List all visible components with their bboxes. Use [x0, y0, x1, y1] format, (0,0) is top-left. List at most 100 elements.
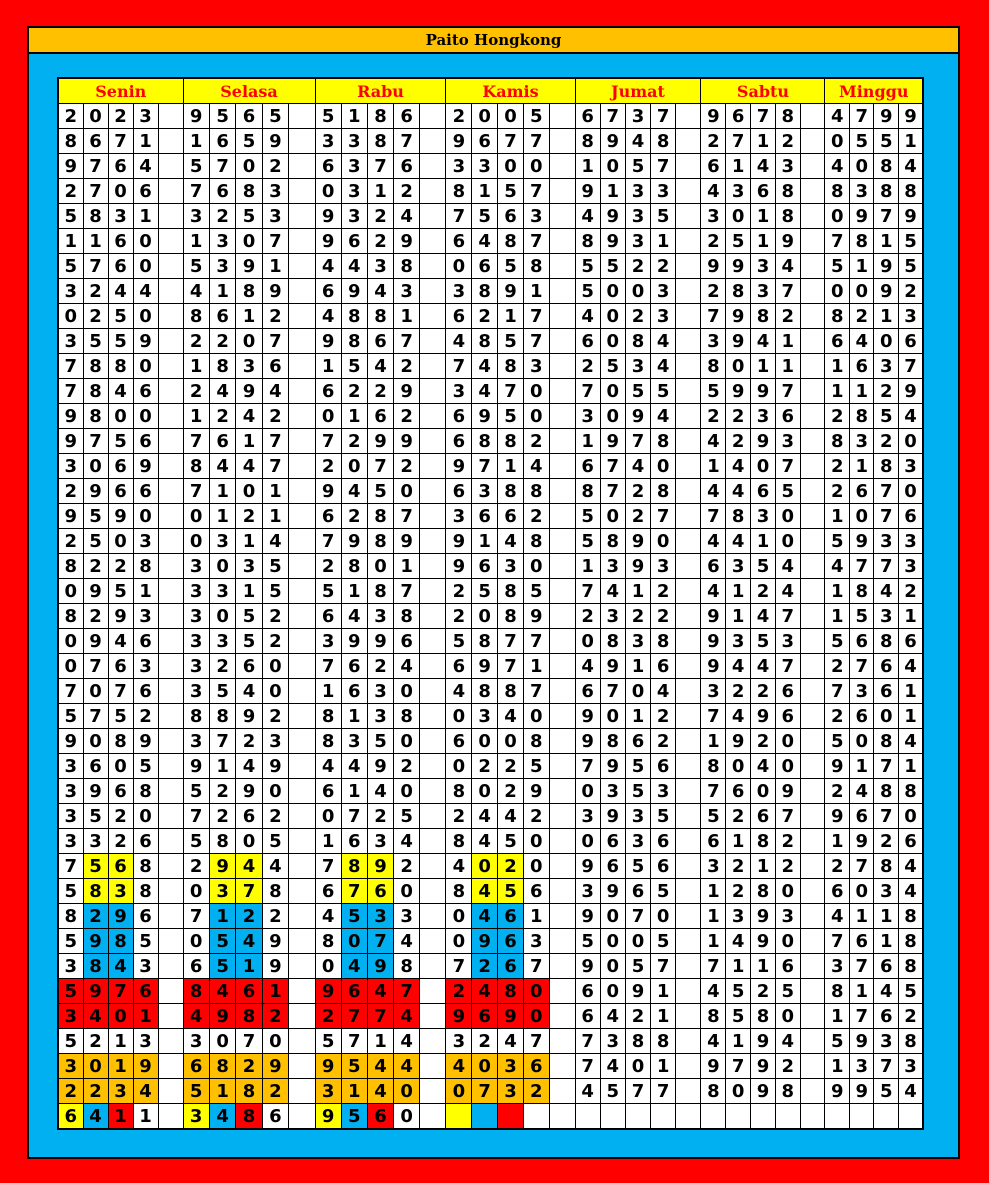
digit-cell: 7: [445, 353, 473, 379]
digit-cell: 9: [700, 603, 727, 629]
digit-cell: 1: [182, 403, 210, 429]
digit-cell: 7: [774, 803, 801, 829]
digit-cell: 1: [522, 903, 550, 929]
spacer-cell: [548, 728, 576, 754]
digit-cell: 9: [235, 703, 263, 729]
digit-cell: 3: [57, 278, 84, 304]
digit-cell: 7: [650, 1078, 677, 1104]
digit-cell: 0: [82, 1053, 109, 1079]
digit-cell: 1: [57, 228, 84, 254]
digit-cell: 9: [873, 253, 899, 279]
digit-cell: 9: [624, 978, 652, 1004]
spacer-cell: [157, 128, 184, 154]
digit-cell: 0: [57, 303, 84, 329]
digit-cell: 6: [750, 803, 776, 829]
digit-cell: 0: [497, 153, 524, 179]
digit-cell: 0: [82, 678, 109, 704]
digit-cell: 5: [725, 228, 752, 254]
digit-cell: 8: [725, 503, 752, 529]
digit-cell: 9: [574, 953, 601, 979]
digit-cell: 1: [314, 828, 342, 854]
digit-cell: 3: [261, 203, 290, 229]
digit-cell: 6: [774, 953, 801, 979]
digit-cell: 4: [235, 928, 263, 954]
digit-cell: 6: [897, 828, 924, 854]
digit-cell: 9: [599, 228, 626, 254]
spacer-cell: [548, 803, 576, 829]
spacer-cell: [675, 528, 702, 554]
digit-cell: 8: [393, 703, 421, 729]
digit-cell: 9: [599, 803, 626, 829]
digit-cell: 6: [445, 228, 473, 254]
digit-cell: 5: [57, 978, 84, 1004]
digit-cell: 2: [208, 653, 237, 679]
digit-cell: 9: [750, 1078, 776, 1104]
digit-cell: 5: [82, 528, 109, 554]
digit-cell: 4: [132, 278, 159, 304]
digit-cell: 6: [848, 353, 875, 379]
digit-cell: 9: [235, 778, 263, 804]
digit-cell: 6: [471, 553, 499, 579]
digit-cell: 3: [445, 1028, 473, 1054]
digit-cell: 2: [725, 428, 752, 454]
digit-cell: 1: [624, 703, 652, 729]
digit-cell: 7: [700, 703, 727, 729]
digit-cell: 1: [340, 403, 368, 429]
digit-cell: 3: [132, 1028, 159, 1054]
digit-cell: 3: [182, 1028, 210, 1054]
digit-cell: [445, 1103, 473, 1130]
spacer-cell: [288, 228, 316, 254]
digit-cell: 5: [848, 128, 875, 154]
digit-cell: 8: [208, 353, 237, 379]
spacer-cell: [675, 878, 702, 904]
digit-cell: 0: [522, 703, 550, 729]
digit-cell: [650, 1103, 677, 1130]
digit-cell: 4: [107, 378, 134, 404]
digit-cell: 4: [314, 303, 342, 329]
digit-cell: 9: [314, 478, 342, 504]
digit-cell: 5: [57, 703, 84, 729]
digit-cell: 4: [599, 1053, 626, 1079]
spacer-cell: [675, 1078, 702, 1104]
spacer-cell: [288, 928, 316, 954]
digit-cell: 2: [824, 653, 850, 679]
digit-cell: 2: [208, 328, 237, 354]
spacer-cell: [419, 503, 447, 529]
digit-cell: 1: [848, 378, 875, 404]
digit-cell: 0: [599, 303, 626, 329]
spacer-cell: [157, 453, 184, 479]
digit-cell: 8: [208, 828, 237, 854]
digit-cell: 2: [650, 578, 677, 604]
digit-cell: 1: [650, 978, 677, 1004]
digit-cell: 9: [393, 428, 421, 454]
digit-cell: 0: [599, 153, 626, 179]
digit-cell: 0: [132, 228, 159, 254]
spacer-cell: [288, 703, 316, 729]
digit-cell: 8: [774, 203, 801, 229]
digit-cell: 2: [650, 703, 677, 729]
digit-cell: 3: [700, 203, 727, 229]
digit-cell: 3: [340, 203, 368, 229]
digit-cell: 6: [366, 878, 395, 904]
digit-cell: 3: [624, 353, 652, 379]
digit-cell: 0: [574, 828, 601, 854]
spacer-cell: [157, 678, 184, 704]
spacer-cell: [675, 153, 702, 179]
digit-cell: 1: [107, 1103, 134, 1130]
digit-cell: 2: [208, 803, 237, 829]
spacer-cell: [157, 778, 184, 804]
digit-cell: 0: [624, 678, 652, 704]
digit-cell: 5: [314, 103, 342, 129]
spacer-cell: [675, 728, 702, 754]
digit-cell: 8: [57, 128, 84, 154]
spacer-cell: [288, 328, 316, 354]
digit-cell: 0: [522, 403, 550, 429]
digit-cell: 8: [873, 628, 899, 654]
digit-cell: 4: [314, 753, 342, 779]
digit-cell: 9: [235, 253, 263, 279]
spacer-cell: [799, 428, 826, 454]
digit-cell: 6: [574, 978, 601, 1004]
